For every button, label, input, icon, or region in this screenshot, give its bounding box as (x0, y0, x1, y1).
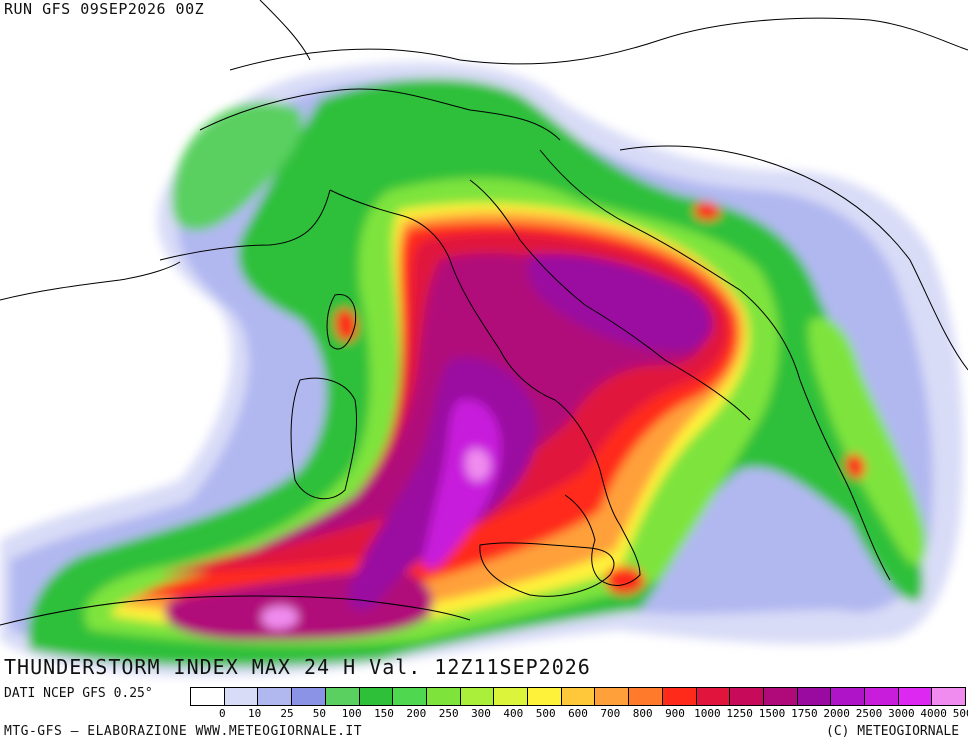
footer-credit: MTG-GFS – ELABORAZIONE WWW.METEOGIORNALE… (4, 724, 363, 739)
legend-tick-label: 600 (568, 707, 588, 720)
legend-tick-label: 150 (374, 707, 394, 720)
legend-tick-label: 200 (406, 707, 427, 720)
legend-swatch (292, 688, 326, 705)
legend-tick-labels: 0 10 25 50 100 150 200 250 300 400 500 600 700 800 900… (190, 707, 968, 721)
legend-swatch (359, 688, 394, 705)
border-central-europe (229, 17, 968, 71)
border-alps (199, 88, 561, 141)
legend-swatch (393, 688, 427, 705)
border-north-top (259, 0, 311, 61)
legend-swatch (426, 688, 461, 705)
map-title: THUNDERSTORM INDEX MAX 24 H Val. 12Z11SE… (4, 655, 591, 679)
legend-tick-label: 1750 (791, 707, 818, 720)
field-red-balkans (845, 453, 866, 479)
field-pink-south (261, 605, 299, 630)
legend-tick-label: 500 (535, 707, 556, 720)
legend-swatch (258, 688, 293, 705)
field-violet (422, 399, 501, 569)
legend-swatch (494, 688, 529, 705)
legend-tick-label: 5000 (952, 707, 968, 720)
legend-tick-label: 100 (341, 707, 362, 720)
legend-tick-label: 900 (665, 707, 685, 720)
data-source-label: DATI NCEP GFS 0.25° (4, 686, 153, 701)
legend-tick-label: 2500 (855, 707, 883, 720)
coastline-sardinia (290, 377, 358, 500)
legend-swatch (325, 688, 360, 705)
legend-swatch (191, 688, 225, 705)
legend-tick-label: 300 (471, 707, 491, 720)
legend-colorbar (190, 687, 966, 706)
legend-swatch (460, 688, 495, 705)
legend-swatch (595, 688, 630, 705)
legend-tick-label: 800 (632, 707, 653, 720)
legend-tick-label: 50 (312, 707, 326, 720)
legend-swatch (865, 688, 899, 705)
legend-tick-label: 0 (219, 707, 226, 720)
field-red-corsica (335, 309, 358, 342)
coastline-italy (329, 189, 641, 586)
legend-swatch (730, 688, 764, 705)
legend-tick-label: 400 (503, 707, 524, 720)
index-field (0, 62, 963, 677)
legend-swatch (898, 688, 933, 705)
coastline-adriatic-east (539, 149, 891, 581)
legend-swatch (561, 688, 596, 705)
legend-tick-label: 10 (248, 707, 262, 720)
legend-swatch (763, 688, 798, 705)
coastline-north-africa (0, 595, 471, 626)
legend-swatch (224, 688, 259, 705)
field-pink-tyrrhenian (465, 448, 491, 482)
legend-swatch (629, 688, 663, 705)
legend-swatch (831, 688, 866, 705)
border-france-spain (0, 261, 181, 301)
field-light-green-balkans (808, 317, 926, 566)
coastline-france (159, 189, 331, 261)
coastlines (0, 0, 968, 626)
run-label: RUN GFS 09SEP2026 00Z (4, 0, 205, 18)
legend-tick-label: 1250 (726, 707, 753, 720)
field-red-calabria (605, 566, 645, 595)
field-green-alps (171, 101, 302, 231)
legend-tick-label: 2000 (823, 707, 850, 720)
thunderstorm-index-map (0, 0, 968, 677)
legend-tick-label: 700 (600, 707, 621, 720)
legend-tick-label: 1000 (694, 707, 721, 720)
coastline-sicily (479, 542, 615, 597)
legend-swatch (662, 688, 697, 705)
legend-swatch (932, 688, 966, 705)
coastline-adriatic-it (469, 179, 751, 421)
field-red-croatia (695, 202, 721, 221)
border-balkans (619, 145, 968, 371)
legend-swatch (528, 688, 562, 705)
legend-swatch (797, 688, 832, 705)
coastline-corsica (326, 294, 357, 350)
legend-tick-label: 4000 (920, 707, 947, 720)
legend-swatch (696, 688, 731, 705)
legend-tick-label: 25 (280, 707, 294, 720)
footer-copyright: (C) METEOGIORNALE (826, 724, 960, 739)
legend-tick-label: 250 (438, 707, 459, 720)
legend-tick-label: 3000 (888, 707, 915, 720)
field-purple (527, 254, 713, 351)
legend-tick-label: 1500 (758, 707, 786, 720)
